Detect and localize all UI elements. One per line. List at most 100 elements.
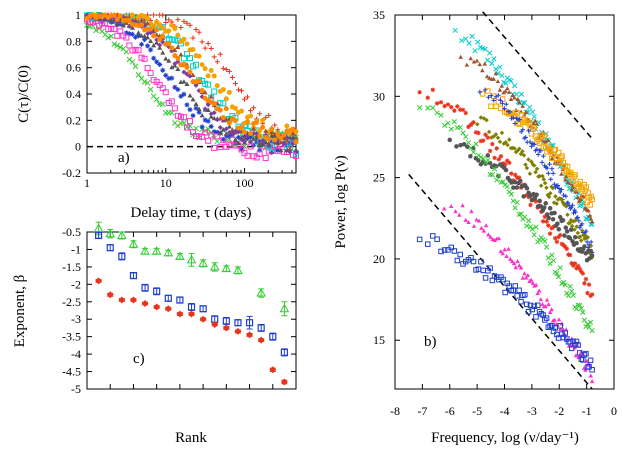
panel-b-point <box>504 183 510 190</box>
panel-b-point <box>531 303 537 310</box>
panel-b-point <box>512 95 517 100</box>
panel-a-point <box>254 135 260 140</box>
panel-b-point <box>577 225 583 231</box>
panel-a-point <box>153 96 160 103</box>
panel-a-xtick-label: 100 <box>236 176 254 190</box>
panel-b-point <box>430 233 436 239</box>
panel-b-series <box>447 137 595 263</box>
panel-c-errorbar <box>246 315 253 330</box>
panel-b-point <box>575 230 581 236</box>
panel-b-point <box>533 169 538 175</box>
panel-a-point <box>235 140 241 145</box>
panel-a-point <box>175 32 181 38</box>
panel-a-point <box>248 108 254 114</box>
panel-c-point <box>141 300 149 308</box>
panel-a-point <box>169 75 175 81</box>
panel-b-point <box>540 301 545 306</box>
panel-b-point <box>438 112 444 118</box>
panel-c-point <box>151 246 162 255</box>
panel-b-point <box>451 119 457 125</box>
panel-b-point <box>504 253 509 259</box>
panel-c-point <box>234 319 242 327</box>
panel-a-point <box>184 65 190 71</box>
panel-b-point <box>589 196 595 203</box>
panel-b-ytick-label: 25 <box>373 171 385 185</box>
panel-a-point <box>154 27 160 33</box>
panel-b-point <box>508 191 514 197</box>
panel-b-point <box>542 205 547 210</box>
panel-a-point <box>151 33 157 39</box>
panel-b-point <box>500 161 506 166</box>
panel-b-point <box>434 236 440 242</box>
panel-b-point <box>451 248 458 254</box>
panel-a-xtick-label: 1 <box>84 176 90 190</box>
panel-a-point <box>211 54 217 60</box>
panel-b-point <box>416 236 423 243</box>
panel-a-point <box>165 35 172 42</box>
panel-a-point <box>166 41 172 47</box>
panel-a-ytick-label: 0.2 <box>66 113 81 127</box>
panel-b-point <box>447 137 452 143</box>
panel-a-point <box>184 20 190 26</box>
panel-b-point <box>573 218 578 223</box>
panel-b-point <box>570 342 576 347</box>
panel-a-point <box>223 143 230 150</box>
panel-a-point <box>214 117 220 123</box>
panel-a-point <box>171 105 178 112</box>
panel-b-point <box>493 66 499 72</box>
panel-a-point <box>193 105 199 111</box>
panel-b-point <box>473 130 479 135</box>
panel-b-point <box>587 202 593 208</box>
panel-a-point <box>208 45 214 51</box>
panel-b-point <box>568 345 575 352</box>
panel-a-point <box>235 87 241 93</box>
panel-b-point <box>512 205 518 211</box>
panel-a-point <box>178 93 184 99</box>
panel-c-ylabel: Exponent, β <box>12 275 28 348</box>
panel-b-point <box>506 89 512 94</box>
panel-a-point <box>232 105 238 111</box>
panel-b-point <box>538 183 544 189</box>
panel-b-point <box>528 202 533 208</box>
panel-b-point <box>468 145 474 151</box>
panel-b-point <box>520 127 526 132</box>
panel-b-point <box>539 160 545 165</box>
panel-a-point <box>144 65 151 72</box>
panel-b-point <box>521 153 527 158</box>
panel-b-point <box>570 338 577 345</box>
panel-a-point <box>166 76 172 82</box>
panel-b-point <box>577 266 582 272</box>
panel-b-ytick-label: 30 <box>373 89 385 103</box>
panel-a-point <box>126 42 133 49</box>
panel-b-point <box>549 307 554 312</box>
panel-b-point <box>581 317 587 323</box>
panel-c-point <box>245 319 254 327</box>
panel-b-point <box>561 242 566 248</box>
panel-a-point <box>251 136 257 141</box>
panel-b-point <box>512 179 518 185</box>
panel-b-point <box>517 146 522 152</box>
panel-b-point <box>500 179 506 185</box>
panel-a-point <box>260 141 266 146</box>
panel-a-point <box>108 18 114 23</box>
panel-b-point <box>482 46 488 52</box>
panel-a-point <box>186 55 193 62</box>
panel-a-point <box>211 129 217 135</box>
panel-a-point <box>278 135 284 141</box>
panel-a-point <box>214 59 220 65</box>
panel-a-point <box>284 123 290 129</box>
panel-b-point <box>555 274 562 280</box>
panel-b-point <box>543 304 548 309</box>
panel-a-point <box>211 88 218 95</box>
panel-a-point <box>181 69 187 75</box>
panel-b-point <box>552 317 557 322</box>
panel-b-point <box>589 367 595 373</box>
panel-a-ytick-label: 0.8 <box>66 34 81 48</box>
panel-b-point <box>542 238 548 244</box>
panel-b-point <box>583 276 589 282</box>
panel-b-point <box>463 134 469 140</box>
panel-b-point <box>579 269 584 274</box>
panel-b-point <box>586 208 591 213</box>
panel-b-point <box>484 57 491 63</box>
panel-a-point <box>187 69 193 75</box>
